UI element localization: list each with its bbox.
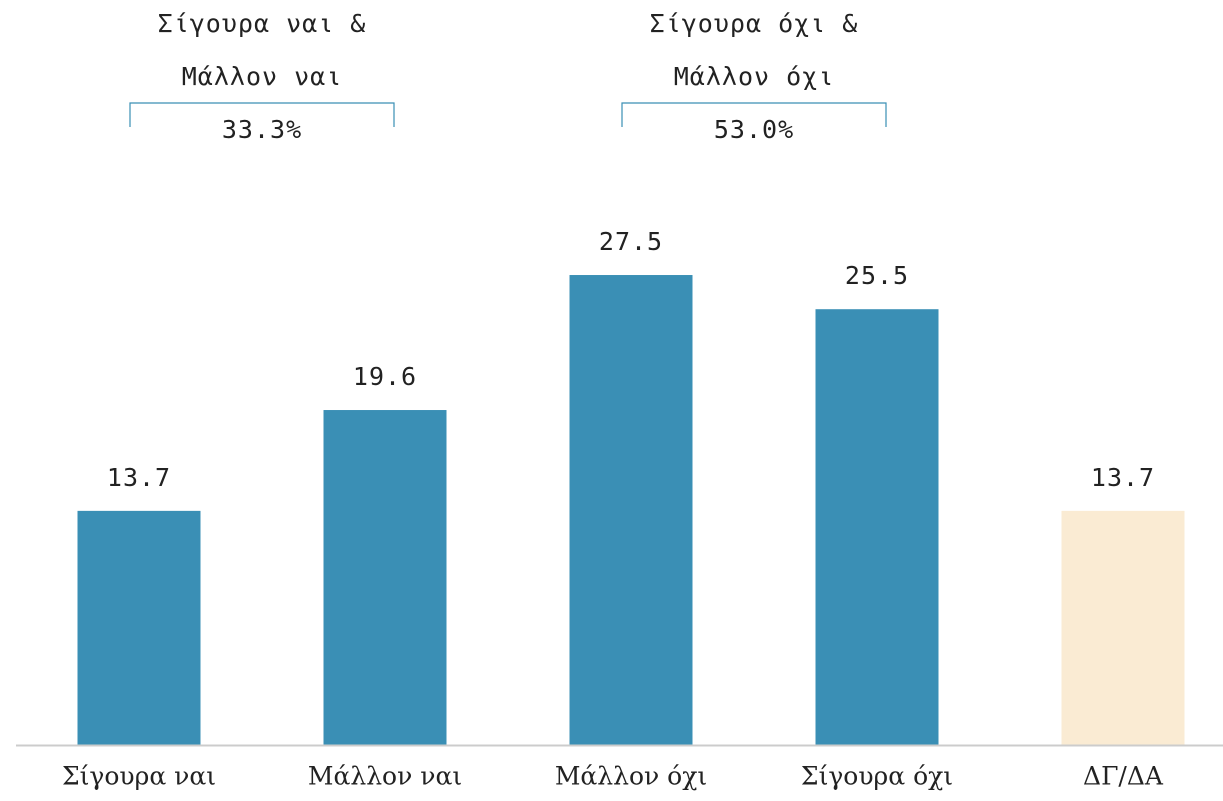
value-label: 19.6 — [353, 362, 417, 391]
x-tick-label: Μάλλον ναι — [308, 762, 462, 791]
bar — [815, 309, 939, 745]
x-tick-label: ΔΓ/ΔΑ — [1083, 762, 1164, 791]
annotation-label: Μάλλον ναι — [182, 62, 343, 91]
annotation-label: Σίγουρα ναι & — [158, 9, 367, 38]
annotation-label: Σίγουρα όχι & — [650, 9, 859, 38]
value-label: 25.5 — [845, 261, 909, 290]
bar — [1061, 510, 1185, 745]
annotation-bracket — [621, 102, 887, 127]
annotation-value: 53.0% — [714, 115, 794, 144]
x-tick-label: Σίγουρα ναι — [62, 762, 216, 791]
value-label: 13.7 — [1091, 463, 1155, 492]
annotation-label: Μάλλον όχι — [674, 62, 835, 91]
x-tick-label: Μάλλον όχι — [555, 762, 707, 791]
bar — [77, 510, 201, 745]
bar — [323, 410, 447, 745]
value-label: 13.7 — [107, 463, 171, 492]
annotation-bracket — [129, 102, 395, 127]
annotation-value: 33.3% — [222, 115, 302, 144]
value-label: 27.5 — [599, 227, 663, 256]
bar — [569, 275, 693, 745]
x-tick-label: Σίγουρα όχι — [801, 762, 953, 791]
